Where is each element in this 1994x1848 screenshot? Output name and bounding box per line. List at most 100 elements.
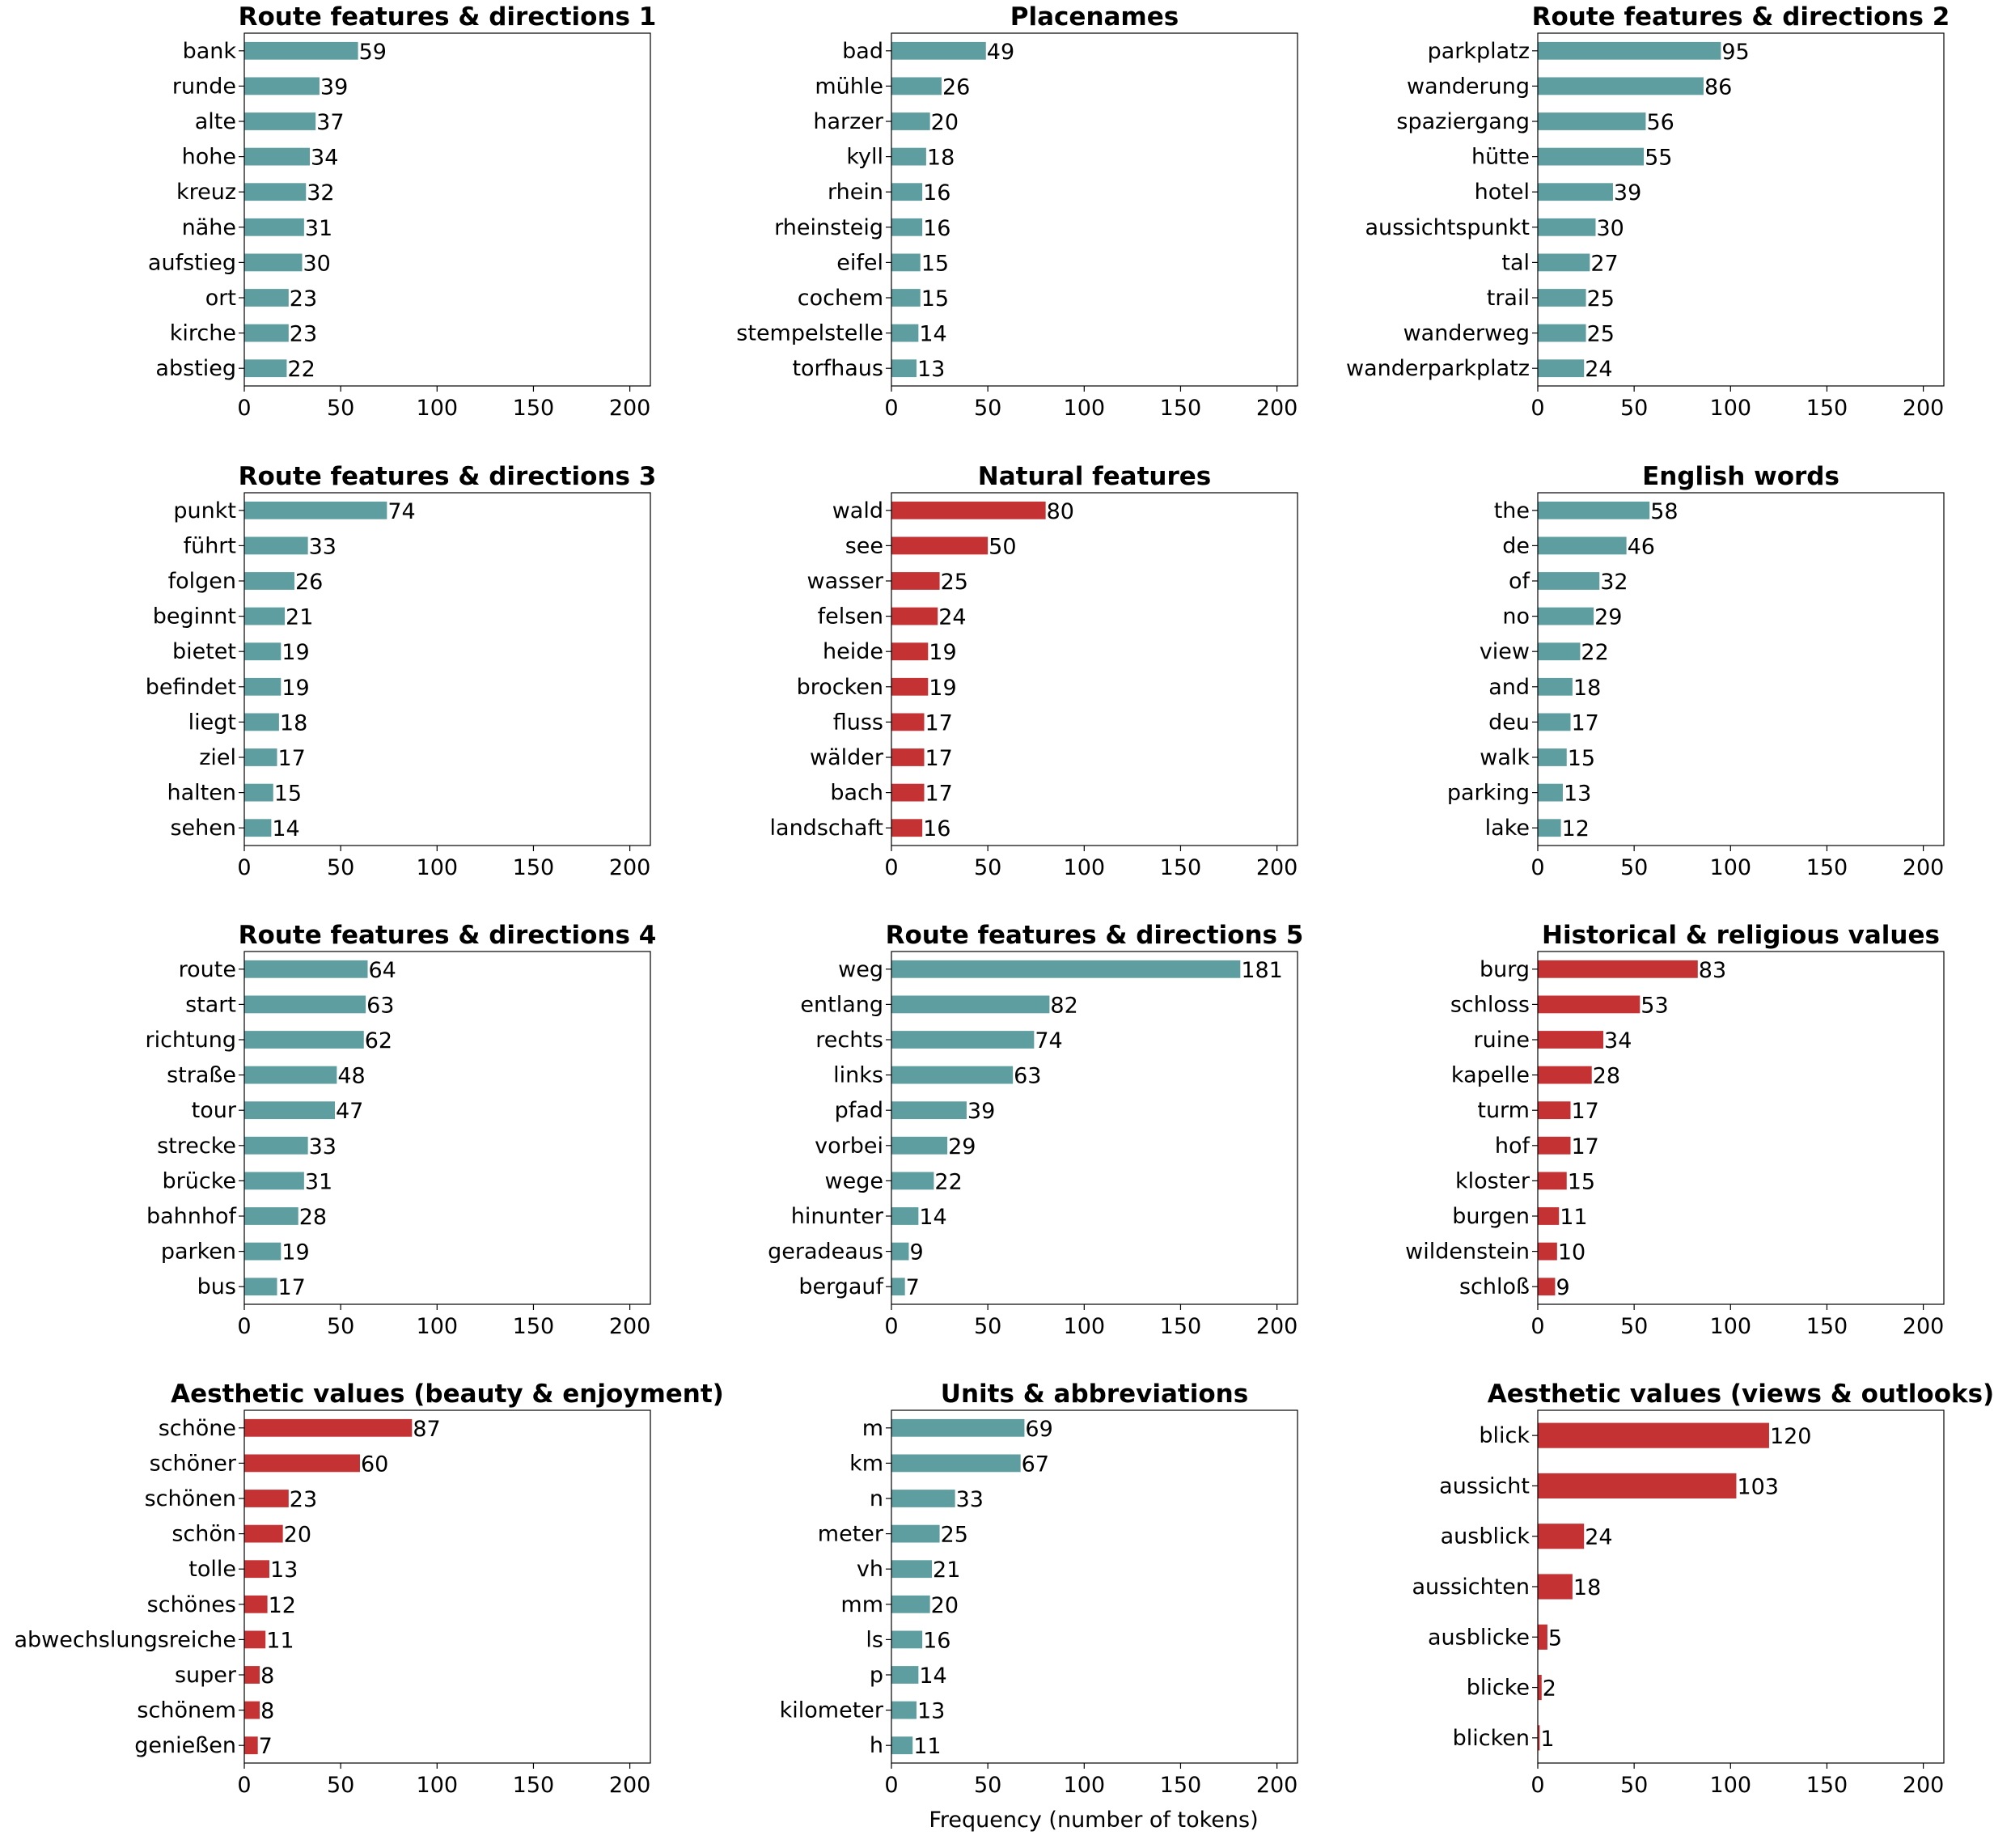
y-tick-label: runde — [172, 74, 236, 99]
x-tick-label: 0 — [1530, 396, 1544, 421]
bar — [244, 1560, 269, 1579]
y-tick-label: harzer — [813, 109, 884, 134]
bar — [891, 713, 925, 731]
data-label: 55 — [1645, 146, 1672, 171]
x-tick-label: 200 — [1256, 1773, 1298, 1798]
data-label: 30 — [303, 251, 330, 276]
y-tick-label: liegt — [188, 710, 236, 735]
data-label: 16 — [923, 1628, 950, 1653]
y-tick-label: bus — [197, 1274, 236, 1299]
y-tick-label: punkt — [173, 498, 236, 523]
data-label: 60 — [361, 1452, 388, 1477]
data-label: 62 — [365, 1028, 392, 1053]
data-label: 1 — [1540, 1727, 1554, 1752]
bar — [244, 1031, 364, 1049]
x-tick-label: 150 — [1160, 855, 1202, 880]
chart-title: English words — [1642, 462, 1839, 491]
bar — [244, 1136, 308, 1155]
y-tick-label: aufstieg — [148, 250, 236, 275]
y-tick-label: kirche — [170, 321, 236, 346]
data-label: 34 — [311, 146, 338, 171]
y-tick-label: hohe — [182, 145, 236, 170]
data-label: 53 — [1640, 993, 1668, 1018]
y-tick-label: trail — [1487, 286, 1530, 311]
x-tick-label: 100 — [1064, 1314, 1106, 1339]
bar — [244, 748, 277, 766]
y-tick-label: hütte — [1471, 145, 1530, 170]
y-tick-label: mühle — [815, 74, 883, 99]
x-tick-label: 150 — [1806, 1773, 1848, 1798]
y-tick-label: entlang — [800, 992, 883, 1017]
y-tick-label: abstieg — [155, 356, 236, 381]
x-tick-label: 0 — [884, 396, 898, 421]
y-tick-label: m — [862, 1416, 883, 1441]
bar — [1538, 1524, 1585, 1549]
data-label: 49 — [987, 40, 1014, 65]
bar — [891, 289, 921, 307]
y-tick-label: wanderweg — [1403, 321, 1530, 346]
y-tick-label: alte — [195, 109, 236, 134]
y-tick-label: parken — [161, 1240, 236, 1265]
data-label: 23 — [290, 322, 317, 347]
x-tick-label: 50 — [974, 1773, 1001, 1798]
y-tick-label: kapelle — [1451, 1063, 1530, 1088]
bar — [244, 1066, 337, 1084]
bar — [1538, 748, 1567, 766]
bar — [244, 41, 358, 60]
bar — [891, 642, 929, 661]
bar — [1538, 1172, 1567, 1190]
bar — [244, 253, 303, 272]
bar — [1538, 713, 1571, 731]
y-tick-label: parking — [1447, 781, 1530, 806]
data-label: 27 — [1590, 251, 1618, 276]
bar — [244, 112, 316, 130]
x-tick-label: 150 — [1160, 1773, 1202, 1798]
chart-title: Units & abbreviations — [941, 1380, 1248, 1409]
y-tick-label: stempelstelle — [736, 321, 883, 346]
y-tick-label: kreuz — [176, 180, 236, 205]
bar — [244, 677, 282, 696]
y-tick-label: bad — [842, 39, 883, 64]
data-label: 19 — [282, 676, 309, 701]
bar — [891, 995, 1050, 1014]
y-tick-label: links — [833, 1063, 883, 1088]
data-label: 8 — [260, 1699, 274, 1724]
data-label: 32 — [1600, 570, 1628, 595]
bar — [1538, 1066, 1592, 1084]
data-label: 82 — [1050, 993, 1077, 1018]
y-tick-label: p — [870, 1663, 883, 1688]
data-label: 15 — [921, 286, 949, 312]
data-label: 7 — [906, 1275, 920, 1300]
y-tick-label: geradeaus — [768, 1240, 883, 1265]
data-label: 63 — [1014, 1064, 1041, 1089]
data-label: 59 — [359, 40, 387, 65]
y-tick-label: h — [870, 1733, 883, 1758]
chart-panel: Aesthetic values (views & outlooks) blick… — [1412, 1380, 1994, 1798]
bar — [244, 995, 366, 1014]
data-label: 16 — [923, 180, 950, 206]
bar — [891, 1666, 919, 1684]
x-tick-label: 100 — [1710, 855, 1752, 880]
y-tick-label: and — [1488, 675, 1530, 700]
data-label: 13 — [917, 357, 945, 382]
y-tick-label: cochem — [798, 286, 883, 311]
y-tick-label: fluss — [833, 710, 883, 735]
y-tick-label: halten — [167, 781, 236, 806]
y-tick-label: strecke — [157, 1134, 236, 1159]
bar — [244, 1278, 277, 1296]
y-tick-label: no — [1502, 604, 1530, 629]
y-tick-label: km — [849, 1451, 883, 1476]
bar — [891, 1172, 934, 1190]
chart-title: Natural features — [978, 462, 1211, 491]
x-tick-label: 150 — [1806, 855, 1848, 880]
data-label: 11 — [913, 1734, 941, 1759]
bar — [244, 1490, 289, 1507]
plot-frame — [243, 951, 651, 1305]
plot-frame — [243, 32, 651, 387]
y-tick-label: schönen — [145, 1486, 236, 1511]
y-tick-label: landschaft — [770, 816, 883, 841]
data-label: 17 — [925, 782, 953, 807]
y-tick-label: schloß — [1459, 1274, 1530, 1299]
data-label: 21 — [286, 605, 313, 630]
